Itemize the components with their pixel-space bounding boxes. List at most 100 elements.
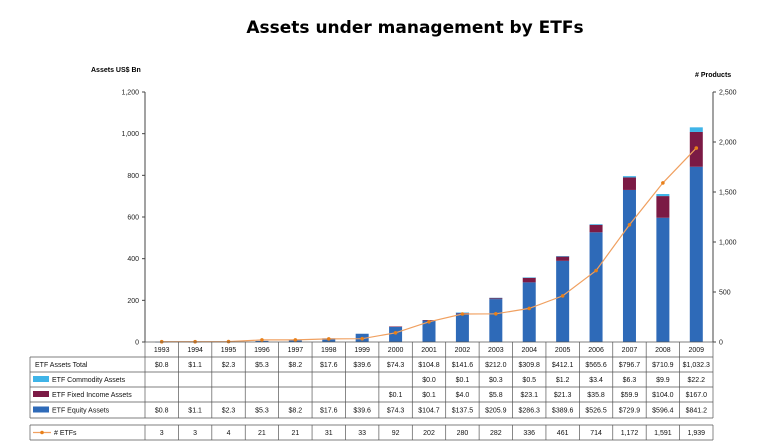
data-label-1998: $17.6 [320,362,338,369]
axes: 0 200 400 600 800 1,000 1,200 0 500 1,000 1,500 2,0… [121,90,736,347]
data-label-2009: $841.2 [686,408,708,415]
x-tick-label-2009: 2009 [689,347,705,354]
bar-etf-fixed-income-assets-2008 [656,196,670,218]
data-label-1996: $5.3 [255,408,269,415]
left-tick-label: 200 [127,298,139,305]
legend-label--etfs: # ETFs [54,430,77,437]
bar-etf-equity-assets-2009 [689,166,703,342]
data-label-2009: $22.2 [688,377,706,384]
etf-count-point-1996 [260,338,264,342]
data-label-1994: 3 [193,430,197,437]
bar-etf-fixed-income-assets-2000 [389,326,403,327]
data-label-2007: $796.7 [619,362,641,369]
data-label-2000: $74.3 [387,362,405,369]
etf-count-point-1999 [360,336,364,341]
data-label-2001: $0.0 [422,377,436,384]
x-tick-label-1997: 1997 [288,347,304,354]
data-label-1997: $8.2 [289,408,303,415]
bar-etf-commodity-assets-2006 [589,224,603,225]
data-label-1994: $1.1 [188,362,202,369]
data-label-2005: $389.6 [552,408,574,415]
right-tick-label: 2,000 [719,140,737,147]
bar-etf-fixed-income-assets-2003 [489,297,503,300]
x-tick-label-2001: 2001 [421,347,437,354]
etf-count-line-path [161,147,697,343]
chart-title: Assets under management by ETFs [246,18,584,38]
bar-etf-commodity-assets-2007 [622,176,636,178]
data-label-2006: $3.4 [589,377,603,384]
bar-etf-commodity-assets-2009 [689,127,703,132]
right-tick-label: 0 [719,340,723,347]
etf-count-point-1997 [293,338,298,342]
left-tick-label: 800 [127,173,139,180]
data-label-2002: $4.0 [456,392,470,399]
legend-swatch-etf-fixed-income-assets [33,391,49,397]
x-tick-label-2006: 2006 [588,347,604,354]
etf-count-point-2001 [427,320,431,324]
bar-etf-fixed-income-assets-2004 [522,277,536,283]
bar-etf-equity-assets-2004 [522,282,536,342]
left-tick-label: 600 [127,215,139,222]
data-label-2005: $21.3 [554,392,572,399]
x-tick-label-2005: 2005 [555,347,571,354]
legend-swatch-etf-commodity-assets [33,376,49,382]
data-label-2008: $104.0 [652,392,674,399]
data-label-2007: $6.3 [623,377,637,384]
right-tick-label: 1,000 [719,240,737,247]
etf-count-point-2005 [560,294,565,298]
data-table: 1993 1994 1995 1996 1997 1998 1999 2000 2001 2002… [29,341,714,441]
x-tick-label-2004: 2004 [521,347,537,354]
legend-swatch-etf-equity-assets [33,406,49,413]
x-tick-label-1993: 1993 [154,347,170,354]
data-label-1998: 31 [325,430,333,437]
data-label-2003: $205.9 [485,408,507,415]
bar-etf-equity-assets-2001 [422,320,436,342]
data-label-2007: 1,172 [621,430,639,437]
data-label-2004: $286.3 [519,408,541,415]
bar-etf-equity-assets-2002 [455,313,469,342]
data-label-2000: 92 [392,430,400,437]
x-tick-label-2003: 2003 [488,347,504,354]
bar-etf-equity-assets-2007 [622,189,636,342]
bars [155,127,703,343]
right-tick-label: 1,500 [719,190,737,197]
data-label-1999: $39.6 [353,408,371,415]
data-label-1996: $5.3 [255,362,269,369]
data-label-2008: $9.9 [656,377,670,384]
data-label-1996: 21 [258,430,266,437]
bar-etf-equity-assets-2005 [556,260,570,342]
data-label-2001: $104.8 [418,362,440,369]
left-axis-label: Assets US$ Bn [91,67,141,74]
x-tick-label-1996: 1996 [254,347,270,354]
etf-count-point-1998 [326,337,331,341]
data-label-1999: 33 [358,430,366,437]
data-label-1998: $17.6 [320,408,338,415]
x-tick-label-1999: 1999 [354,347,370,354]
bar-etf-fixed-income-assets-2007 [622,177,636,190]
data-label-2002: $141.6 [452,362,474,369]
data-label-2001: $104.7 [418,408,440,415]
data-label-2006: $35.8 [587,392,605,399]
data-label-2002: $0.1 [456,377,470,384]
data-label-2004: 336 [523,430,535,437]
data-label-1993: $0.8 [155,362,169,369]
data-label-2005: 461 [557,430,569,437]
data-label-2006: $565.6 [585,362,607,369]
etf-count-point-2003 [494,312,498,316]
right-axis-label: # Products [695,72,731,79]
data-label-2008: 1,591 [654,430,672,437]
etf-count-point-1995 [226,339,231,344]
data-label-2001: $0.1 [422,392,436,399]
data-label-2009: 1,939 [688,430,706,437]
legend-label-etf-commodity-assets: ETF Commodity Assets [52,377,126,384]
data-label-2007: $59.9 [621,392,639,399]
data-label-1999: $39.6 [353,362,371,369]
bar-etf-commodity-assets-2003 [489,297,503,299]
data-label-2005: $412.1 [552,362,574,369]
etf-count-point-2004 [527,306,532,311]
x-tick-label-2000: 2000 [388,347,404,354]
etf-count-point-2006 [594,268,598,273]
data-label-1997: 21 [291,430,299,437]
legend-label-etf-assets-total: ETF Assets Total [35,362,88,369]
